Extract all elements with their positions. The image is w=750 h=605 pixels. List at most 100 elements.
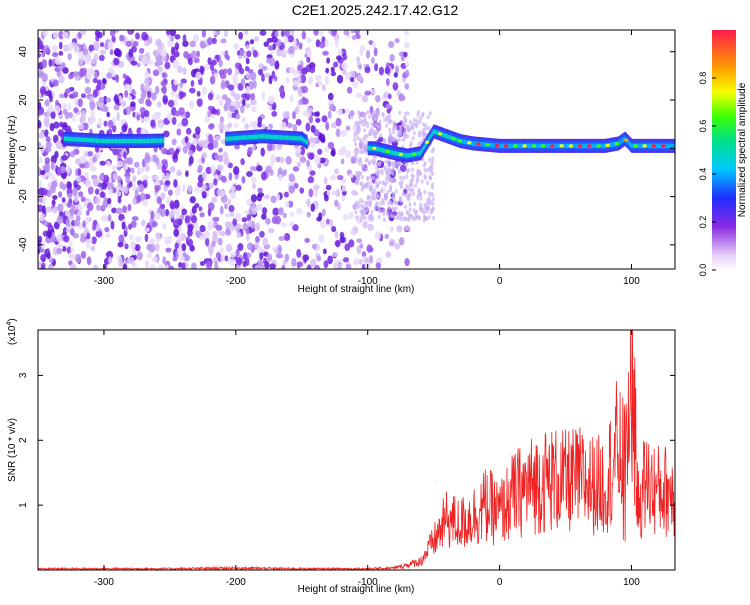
spectrogram-speckle [196, 98, 203, 107]
spectrogram-speckle [409, 178, 413, 183]
spectrogram-speckle [316, 80, 323, 87]
spectrogram-speckle [197, 164, 203, 172]
spectrogram-speckle [40, 71, 45, 77]
spectrogram-speckle [287, 35, 294, 43]
spectrogram-speckle [298, 42, 303, 50]
spectrogram-trace-core [138, 138, 141, 144]
spectrogram-trace-core [87, 137, 90, 143]
spectrogram-speckle [404, 111, 408, 116]
spectrogram-speckle [313, 184, 320, 190]
spectrogram-speckle [76, 210, 82, 216]
spectrogram-speckle [259, 30, 267, 36]
spectrogram-speckle [156, 162, 162, 170]
spectrogram-speckle [426, 168, 430, 173]
spectrogram-trace-core [162, 138, 165, 143]
spectrogram-speckle [78, 59, 84, 65]
spectrogram-speckle [38, 110, 42, 116]
spectrogram-speckle [310, 203, 316, 212]
spectrogram-speckle [250, 194, 257, 203]
spectrogram-speckle [193, 57, 200, 64]
spectrogram-speckle [383, 138, 387, 144]
spectrogram-speckle [302, 110, 308, 117]
spectrogram-trace-core [444, 133, 447, 138]
spectrogram-speckle [256, 165, 263, 172]
spectrogram-speckle [63, 235, 70, 243]
spectrogram-speckle [270, 153, 277, 163]
spectrogram-speckle [344, 108, 350, 115]
spectrogram-speckle [269, 263, 276, 269]
spectrogram-trace-core [142, 138, 144, 144]
spectrogram-speckle [319, 30, 324, 37]
spectrogram-speckle [361, 163, 365, 169]
spectrogram-speckle [346, 86, 353, 94]
spectrogram-speckle [39, 44, 45, 50]
spectrogram-speckle [236, 232, 242, 239]
spectrogram-speckle [169, 200, 175, 210]
spectrogram-speckle [60, 62, 66, 69]
spectrogram-speckle [283, 191, 289, 198]
spectrogram-speckle [105, 233, 111, 239]
spectrogram-speckle [244, 65, 250, 72]
spectrogram-speckle [55, 99, 59, 106]
spectrogram-speckle [86, 202, 94, 212]
spectrogram-speckle [245, 198, 252, 206]
spectrogram-trace-core [473, 141, 476, 146]
spectrogram-speckle [392, 120, 396, 125]
spectrogram-speckle [101, 182, 108, 190]
spectrogram-speckle [58, 75, 65, 84]
spectrogram-trace-core [291, 135, 294, 141]
spectrogram-speckle [306, 211, 311, 218]
spectrogram-trace-core [429, 135, 432, 140]
spectrogram-speckle [208, 134, 213, 142]
spectrogram-speckle [212, 139, 219, 149]
spectrogram-speckle [67, 192, 73, 199]
spectrogram-trace-core [449, 135, 452, 140]
spectrogram-speckle [54, 56, 62, 66]
spectrogram-trace-core [647, 143, 650, 149]
colorbar-tick-label: 0.6 [698, 120, 708, 133]
spectrogram-speckle [220, 38, 227, 44]
spectrogram-speckle [141, 199, 149, 206]
spectrogram-speckle [406, 134, 410, 139]
spectrogram-trace-core [441, 132, 444, 137]
spectrogram-speckle [218, 121, 225, 130]
spectrogram-speckle [228, 172, 233, 181]
spectrogram-speckle [227, 198, 232, 206]
spectrogram-speckle [330, 174, 337, 181]
spectrogram-speckle [157, 66, 163, 73]
spectrogram-hotspot [425, 140, 430, 144]
spectrogram-speckle [426, 114, 430, 120]
spectrogram-speckle [365, 208, 369, 213]
spectrogram-speckle [39, 169, 46, 176]
spectrogram-trace-core [273, 134, 276, 140]
colorbar-tick-label: 0.0 [698, 264, 708, 277]
spectrogram-speckle [364, 167, 368, 172]
spectrogram-speckle [428, 111, 432, 116]
spectrogram-trace-core [97, 138, 99, 143]
spectrogram-speckle [165, 247, 172, 253]
spectrogram-speckle [261, 91, 266, 100]
spectrogram-speckle [38, 260, 42, 269]
spectrogram-trace-core [129, 138, 131, 144]
spectrogram-trace-core [368, 146, 371, 151]
spectrogram-speckle [107, 214, 112, 223]
spectrogram-speckle [384, 176, 388, 181]
spectrogram-speckle [356, 238, 363, 244]
spectrogram-trace-core [489, 142, 492, 148]
spectrogram-speckle [366, 244, 373, 253]
spectrogram-speckle [217, 237, 223, 246]
spectrogram-speckle [257, 192, 265, 198]
spectrogram-speckle [324, 39, 329, 48]
spectrogram-trace-core [111, 138, 114, 144]
spectrogram-speckle [371, 112, 375, 117]
spectrogram-speckle [392, 130, 396, 135]
spectrogram-speckle [398, 236, 405, 246]
spectrogram-speckle [171, 116, 177, 125]
spectrogram-speckle [215, 224, 223, 232]
spectrogram-speckle [256, 203, 263, 211]
spectrogram-speckle [174, 42, 180, 51]
spectrogram-speckle [247, 146, 253, 156]
spectrogram-trace-core [572, 143, 575, 149]
spectrogram-speckle [38, 248, 41, 255]
spectrogram-speckle [129, 240, 136, 250]
